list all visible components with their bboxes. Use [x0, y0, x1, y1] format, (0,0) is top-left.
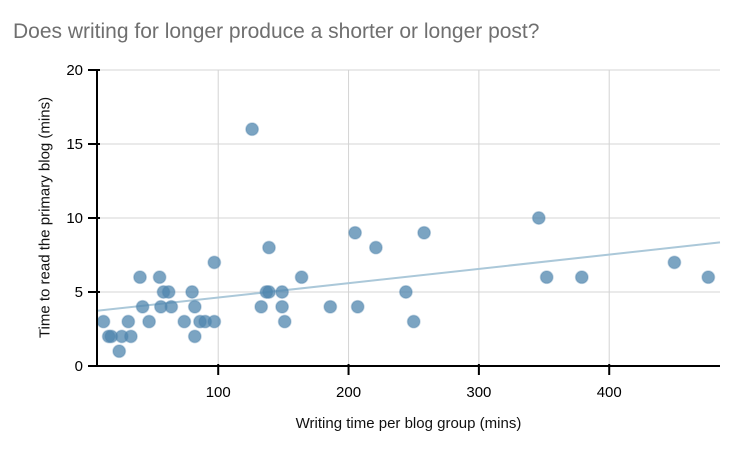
y-tick-label: 15: [66, 136, 83, 153]
scatter-point: [275, 285, 290, 299]
y-tick-label: 0: [75, 358, 83, 375]
scatter-point: [245, 122, 260, 137]
scatter-point: [142, 314, 157, 329]
scatter-point: [539, 270, 554, 285]
scatter-point: [135, 299, 150, 314]
y-tick-label: 20: [66, 62, 83, 79]
chart-title: Does writing for longer produce a shorte…: [13, 20, 540, 43]
x-tick-label: 200: [336, 384, 361, 401]
scatter-point: [262, 285, 276, 299]
y-tick-label: 10: [66, 210, 83, 227]
scatter-point: [185, 285, 200, 299]
scatter-point: [152, 270, 167, 285]
scatter-point: [177, 314, 192, 329]
x-axis-title: Writing time per blog group (mins): [295, 415, 522, 432]
scatter-point: [96, 314, 111, 329]
scatter-point: [417, 225, 432, 240]
scatter-point: [112, 344, 127, 359]
scatter-point: [406, 314, 421, 329]
scatter-point: [348, 225, 363, 240]
scatter-point: [207, 314, 222, 329]
y-axis-title: Time to read the primary blog (mins): [36, 96, 54, 339]
scatter-point: [161, 285, 176, 299]
scatter-point: [207, 255, 222, 270]
scatter-point: [350, 299, 365, 314]
trend-line: [96, 241, 721, 312]
scatter-point: [123, 329, 138, 344]
x-tick-label: 400: [597, 384, 622, 401]
scatter-point: [121, 314, 136, 329]
scatter-point: [323, 299, 338, 314]
x-tick-label: 100: [206, 384, 231, 401]
scatter-point: [277, 314, 292, 329]
scatter-point: [262, 240, 276, 255]
scatter-point: [667, 255, 682, 270]
x-tick-label: 300: [466, 384, 491, 401]
scatter-point: [531, 211, 546, 225]
y-tick-label: 5: [75, 284, 83, 301]
scatter-point: [368, 240, 383, 255]
scatter-point: [294, 270, 309, 285]
scatter-point: [187, 329, 202, 344]
scatter-point: [187, 299, 202, 314]
scatter-point: [275, 299, 290, 314]
scatter-point: [398, 285, 413, 299]
scatter-point: [254, 299, 269, 314]
scatter-point: [701, 270, 716, 285]
scatter-point: [133, 270, 147, 285]
scatter-point: [574, 270, 589, 285]
scatter-point: [164, 299, 179, 314]
